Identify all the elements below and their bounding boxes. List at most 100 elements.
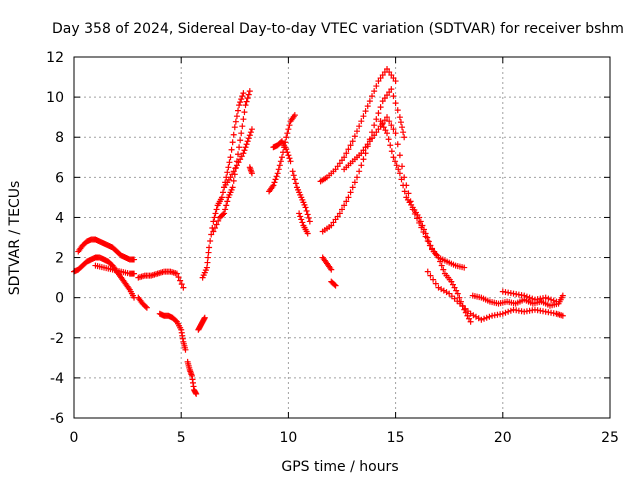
data-point <box>341 202 348 209</box>
data-point <box>502 309 509 316</box>
data-point <box>466 315 473 322</box>
data-point <box>336 160 343 167</box>
y-axis-label: SDTVAR / TECUs <box>7 181 23 296</box>
y-tick-label: 12 <box>46 50 64 66</box>
series-track-f <box>156 310 189 353</box>
data-point <box>237 137 244 144</box>
data-point <box>347 189 354 196</box>
data-point <box>371 132 378 139</box>
data-point <box>246 132 253 139</box>
x-tick-label: 25 <box>601 430 619 446</box>
data-point <box>241 147 248 154</box>
data-point <box>244 138 251 145</box>
data-point <box>377 75 384 82</box>
data-point <box>380 124 387 131</box>
data-point <box>366 98 373 105</box>
data-point <box>400 182 407 189</box>
data-point <box>247 129 254 136</box>
data-point <box>373 129 380 136</box>
data-point <box>193 390 200 397</box>
data-point <box>421 226 428 233</box>
y-axis: -6 -4 -2 0 2 4 6 8 10 12 <box>46 50 610 427</box>
data-point <box>440 266 447 273</box>
chart-title: Day 358 of 2024, Sidereal Day-to-day VTE… <box>52 21 624 37</box>
data-point <box>453 287 460 294</box>
data-point <box>225 164 232 171</box>
x-axis-label: GPS time / hours <box>281 459 398 475</box>
data-point <box>210 228 217 235</box>
data-point <box>203 264 210 271</box>
data-point <box>379 72 386 79</box>
x-tick-label: 5 <box>177 430 186 446</box>
series-track-v <box>377 118 474 325</box>
data-point <box>424 268 431 275</box>
data-point <box>392 130 399 137</box>
data-point <box>386 89 393 96</box>
data-point <box>233 113 240 120</box>
data-point <box>278 154 285 161</box>
data-point <box>224 169 231 176</box>
data-point <box>526 294 533 301</box>
data-point <box>388 86 395 93</box>
data-point <box>211 214 218 221</box>
data-point <box>304 211 311 218</box>
data-point <box>395 166 402 173</box>
data-point <box>232 118 239 125</box>
data-point <box>230 177 237 184</box>
data-point <box>345 146 352 153</box>
data-point <box>142 303 149 310</box>
data-point <box>143 304 150 311</box>
data-point <box>394 107 401 114</box>
data-point <box>377 104 384 111</box>
data-point <box>242 102 249 109</box>
data-point <box>229 139 236 146</box>
series-track-t <box>319 86 408 235</box>
data-point <box>243 141 250 148</box>
data-point <box>273 173 280 180</box>
data-point <box>215 217 222 224</box>
data-point <box>220 189 227 196</box>
data-point <box>425 238 432 245</box>
data-point <box>229 184 236 191</box>
series-track-p <box>296 210 311 237</box>
data-point <box>381 95 388 102</box>
data-point <box>384 66 391 73</box>
data-point <box>276 162 283 169</box>
data-point <box>272 176 279 183</box>
grid <box>74 57 610 418</box>
data-point <box>236 144 243 151</box>
data-point <box>238 96 245 103</box>
data-point <box>371 88 378 95</box>
data-point <box>339 206 345 213</box>
data-point <box>304 230 311 237</box>
series-track-o <box>289 168 313 225</box>
data-point <box>437 258 444 265</box>
series-track-d <box>135 268 187 291</box>
data-point <box>390 154 397 161</box>
data-point <box>390 93 397 100</box>
data-point <box>399 124 406 131</box>
data-point <box>240 90 247 97</box>
data-point <box>220 211 227 218</box>
data-point <box>430 276 437 283</box>
data-point <box>507 307 514 314</box>
series-track-q <box>319 254 335 273</box>
data-point <box>233 162 240 169</box>
data-point <box>287 158 294 165</box>
data-point <box>229 171 236 178</box>
data-point <box>204 259 211 266</box>
data-point <box>377 118 384 125</box>
data-point <box>424 234 431 241</box>
data-point <box>388 72 395 79</box>
x-tick-label: 10 <box>279 430 297 446</box>
data-point <box>286 122 293 129</box>
y-tick-label: -6 <box>50 411 64 427</box>
data-point <box>331 281 338 288</box>
data-point <box>397 119 404 126</box>
data-point <box>235 107 242 114</box>
series-track-h <box>195 314 208 333</box>
data-point <box>461 264 468 271</box>
data-point <box>396 170 403 177</box>
data-point <box>248 126 255 133</box>
